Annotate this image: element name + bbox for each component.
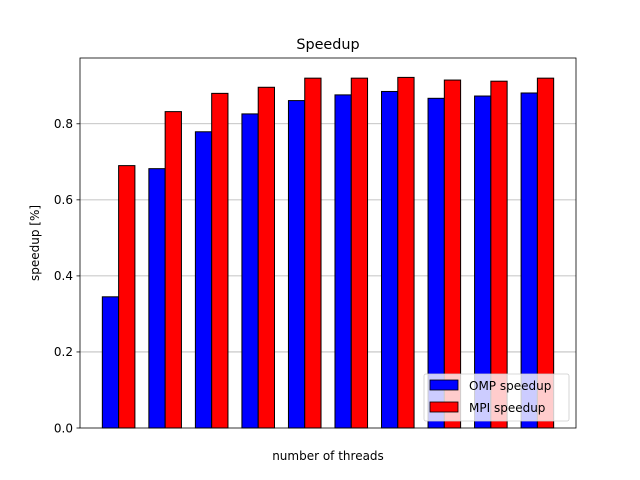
y-tick-label: 0.6 [54,193,73,207]
legend-swatch-omp [429,379,459,391]
bar-omp [287,100,306,429]
bars [101,76,555,429]
y-tick-label: 0.8 [54,117,73,131]
bar-mpi [211,92,229,429]
bar-mpi [118,165,136,429]
legend-box [423,373,570,422]
chart-title: Speedup [296,37,359,53]
bar-omp [381,90,399,429]
legend: OMP speedup MPI speedup [423,373,570,422]
bar-mpi [164,111,182,429]
bar-omp [194,131,213,429]
y-axis-ticks: 0.0 0.2 0.4 0.6 0.8 [54,117,80,435]
y-tick-label: 0.4 [54,269,73,283]
bar-mpi [350,77,369,429]
x-axis-label: number of threads [272,449,384,463]
bar-omp [241,113,259,429]
y-tick-label: 0.0 [54,421,73,435]
y-axis-label: speedup [%] [28,205,42,281]
bar-mpi [397,76,415,429]
bar-omp [101,296,120,429]
legend-label-mpi: MPI speedup [469,401,545,415]
y-tick-label: 0.2 [54,345,73,359]
bar-mpi [304,77,322,429]
bar-omp [334,94,352,429]
bar-mpi [257,86,275,429]
legend-label-omp: OMP speedup [469,379,551,393]
bar-omp [148,168,166,429]
axes-frame [79,57,577,429]
legend-swatch-mpi [429,401,459,413]
